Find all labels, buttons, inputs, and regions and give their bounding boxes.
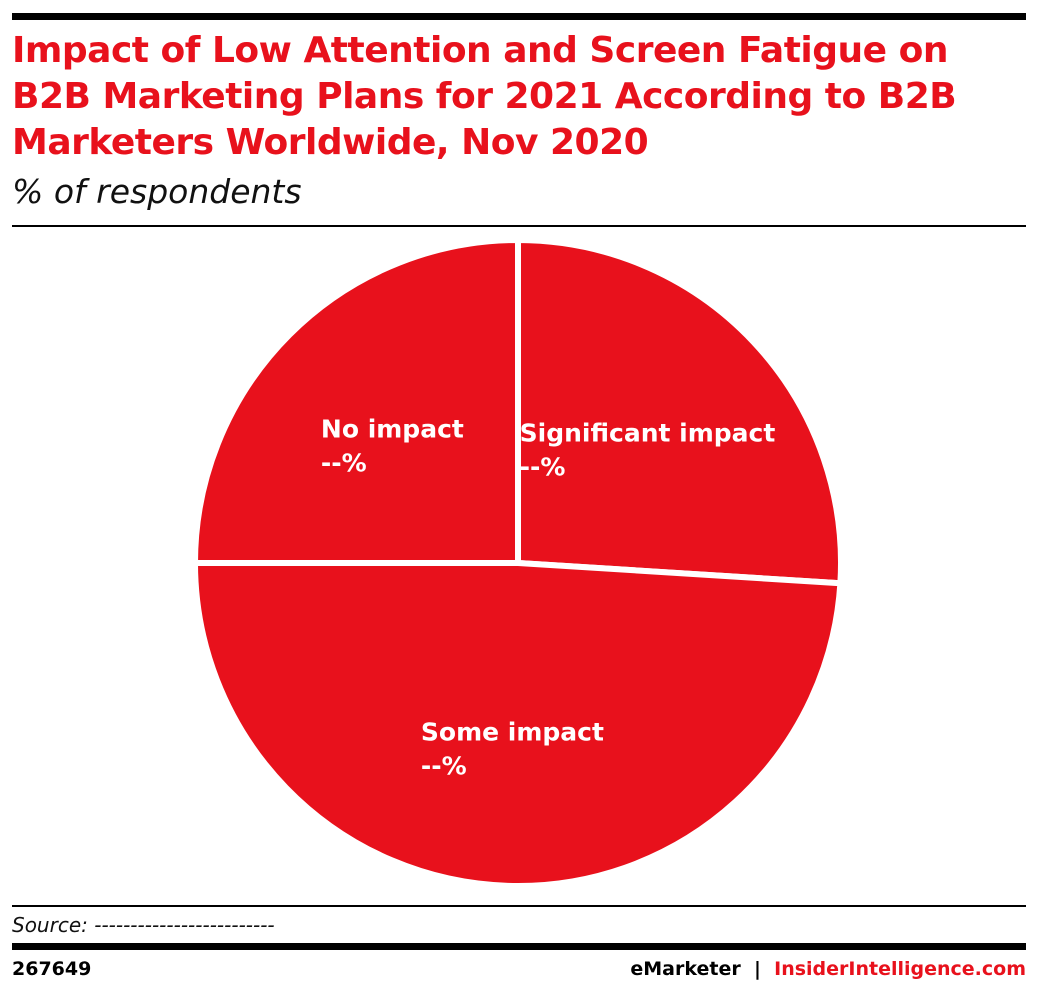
separator: | — [753, 958, 761, 980]
footer-rule — [12, 943, 1026, 950]
pie-slice — [192, 560, 844, 889]
chart: Significant impact --% Some impact --% No im… — [192, 237, 844, 889]
chart-id: 267649 — [12, 958, 92, 980]
slice-value-label: --% — [520, 452, 566, 481]
pie-slice — [192, 237, 521, 566]
top-rule — [12, 13, 1026, 20]
header-rule — [12, 225, 1026, 227]
source-rule — [12, 905, 1026, 907]
footer-brand: eMarketer | InsiderIntelligence.com — [630, 958, 1026, 980]
source: Source: ------------------------- — [12, 913, 275, 937]
slice-label: Some impact — [421, 718, 604, 747]
slice-label: Significant impact — [520, 418, 776, 447]
pie-slice — [515, 237, 844, 587]
chart-title: Impact of Low Attention and Screen Fatig… — [12, 30, 957, 163]
slice-value-label: --% — [421, 752, 467, 781]
slice-value-label: --% — [321, 448, 367, 477]
slice-label: No impact — [321, 414, 464, 443]
site: InsiderIntelligence.com — [774, 958, 1026, 980]
chart-subtitle: % of respondents — [12, 172, 302, 211]
brand: eMarketer — [630, 958, 741, 980]
